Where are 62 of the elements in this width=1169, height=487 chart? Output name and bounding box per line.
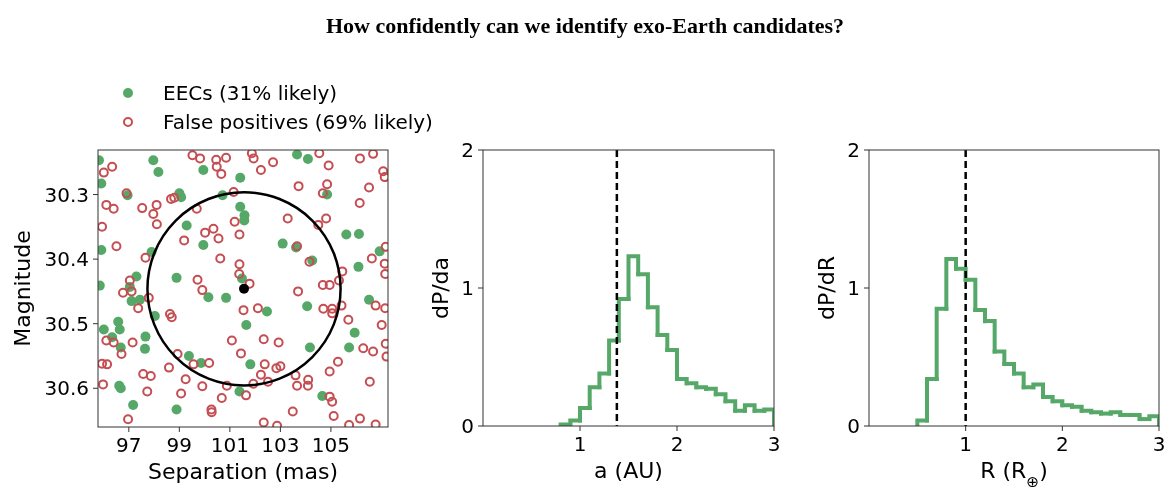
y-tick-label: 2 [461, 138, 474, 162]
point [203, 292, 214, 303]
point [277, 238, 288, 249]
x-tick-label: 1 [573, 432, 587, 456]
point [140, 331, 151, 342]
point [341, 229, 352, 240]
point [349, 327, 360, 338]
x-axis-title: a (AU) [594, 458, 663, 483]
point [344, 342, 355, 353]
point [292, 150, 303, 160]
x-tick-label: 3 [767, 432, 781, 456]
y-tick-label: 2 [847, 138, 860, 162]
point [353, 228, 364, 239]
point [302, 154, 313, 165]
x-tick-label: 101 [210, 433, 249, 457]
point [198, 239, 209, 250]
y-axis-title: dP/da [428, 256, 453, 320]
point [221, 292, 232, 303]
point [302, 301, 313, 312]
x-tick-label: 2 [670, 432, 684, 456]
point [183, 350, 194, 361]
point [241, 319, 252, 330]
y-axis-title: dP/dR [814, 256, 839, 320]
y-tick-label: 30.6 [44, 376, 89, 401]
y-tick-label: 0 [461, 414, 474, 438]
y-tick-label: 1 [461, 276, 474, 300]
point [128, 400, 139, 411]
x-tick-label: 1 [959, 432, 973, 456]
y-axis-title: Magnitude [10, 230, 35, 347]
y-tick-label: 0 [847, 414, 860, 438]
x-axis-title: Separation (mas) [147, 459, 339, 484]
point [171, 404, 182, 415]
point [98, 324, 109, 335]
point [148, 155, 159, 166]
y-tick-label: 1 [847, 276, 860, 300]
y-tick-label: 30.4 [44, 247, 89, 272]
y-tick-label: 30.5 [44, 311, 89, 336]
x-axis-title: R (R$_{⊕}$) [980, 458, 1048, 487]
x-tick-label: 99 [166, 433, 193, 457]
point [114, 324, 125, 335]
point [198, 165, 209, 176]
y-tick-label: 30.3 [44, 182, 89, 207]
point [262, 306, 272, 317]
x-tick-label: 97 [116, 433, 142, 457]
legend-label: False positives (69% likely) [163, 110, 433, 134]
point [353, 261, 364, 272]
x-tick-label: 2 [1055, 432, 1069, 456]
x-tick-label: 103 [261, 433, 300, 457]
point [235, 172, 246, 183]
point [153, 166, 164, 177]
point [139, 343, 150, 354]
legend-label: EECs (31% likely) [163, 81, 338, 105]
point [364, 294, 375, 305]
point [171, 272, 182, 283]
point [304, 342, 315, 353]
x-tick-label: 3 [1152, 432, 1166, 456]
text: How confidently can we identify exo-Earth candidates? [325, 13, 845, 38]
point [245, 359, 256, 370]
point [235, 201, 246, 212]
x-tick-label: 105 [311, 433, 350, 457]
point [181, 220, 192, 231]
point [98, 245, 107, 256]
